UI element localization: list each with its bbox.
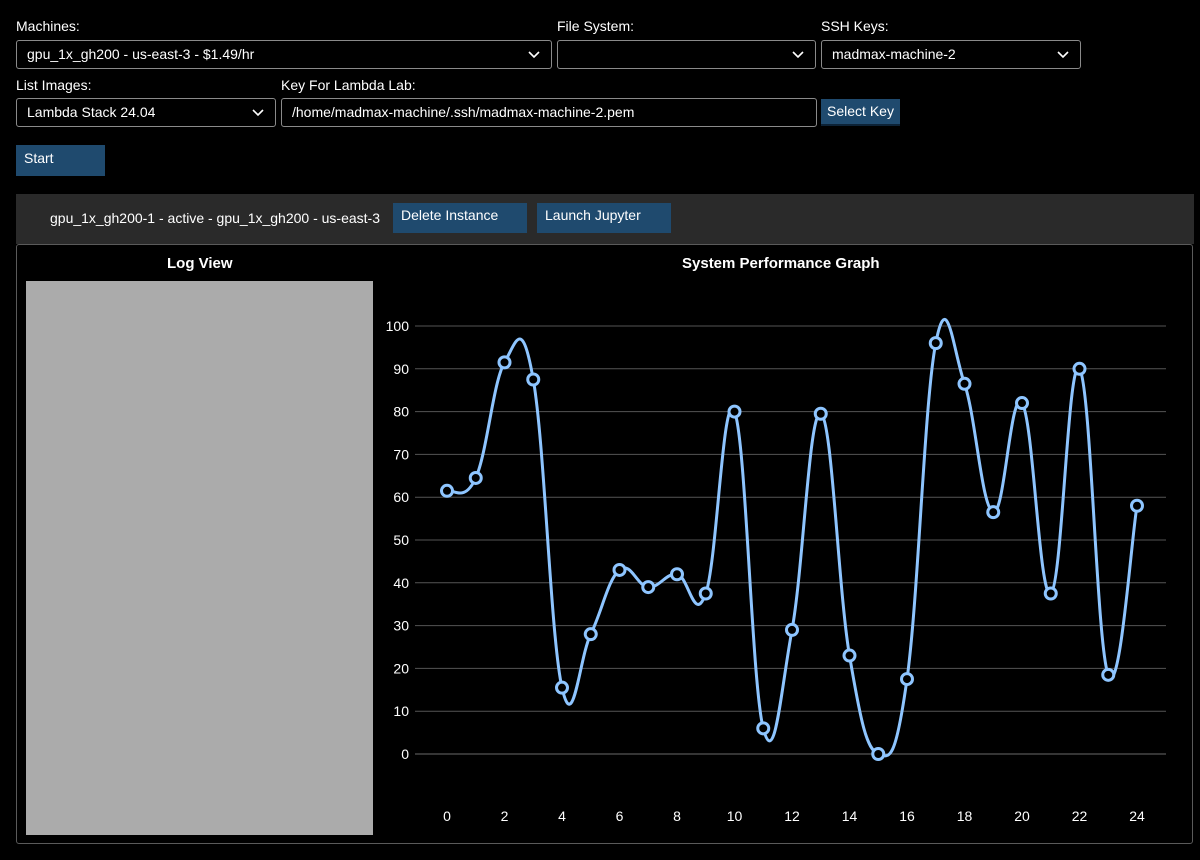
data-point[interactable]	[900, 672, 914, 687]
data-point[interactable]	[756, 721, 771, 736]
machines-label: Machines:	[16, 18, 80, 34]
chevron-down-icon	[252, 109, 264, 117]
ssh-keys-label: SSH Keys:	[821, 18, 889, 34]
ssh-keys-select[interactable]: madmax-machine-2	[821, 40, 1081, 69]
data-point[interactable]	[583, 627, 598, 642]
data-point[interactable]	[468, 470, 483, 485]
y-tick-label: 70	[393, 446, 409, 462]
x-tick-label: 10	[727, 808, 743, 824]
instance-bar: gpu_1x_gh200-1 - active - gpu_1x_gh200 -…	[16, 194, 1194, 244]
data-point[interactable]	[1015, 396, 1029, 411]
data-point[interactable]	[871, 747, 886, 761]
select-key-button[interactable]: Select Key	[821, 99, 900, 124]
data-point[interactable]	[842, 648, 857, 663]
series-line	[446, 318, 1139, 758]
data-point[interactable]	[813, 406, 828, 421]
y-tick-label: 100	[386, 318, 410, 334]
file-system-select[interactable]	[557, 40, 816, 69]
machines-select-value: gpu_1x_gh200 - us-east-3 - $1.49/hr	[27, 46, 255, 62]
start-button[interactable]: Start	[16, 145, 105, 176]
data-point[interactable]	[440, 483, 454, 498]
x-tick-label: 24	[1129, 808, 1145, 824]
log-view-title: Log View	[167, 255, 233, 272]
chevron-down-icon	[528, 51, 540, 59]
list-images-label: List Images:	[16, 77, 92, 93]
list-images-select-value: Lambda Stack 24.04	[27, 104, 156, 120]
x-tick-label: 14	[842, 808, 858, 824]
data-point[interactable]	[727, 404, 742, 419]
y-tick-label: 10	[393, 703, 409, 719]
x-tick-label: 16	[899, 808, 915, 824]
key-for-lambda-lab-label: Key For Lambda Lab:	[281, 77, 416, 93]
delete-instance-button[interactable]: Delete Instance	[393, 203, 527, 233]
y-tick-label: 30	[393, 618, 409, 634]
x-tick-label: 20	[1014, 808, 1030, 824]
data-point[interactable]	[698, 586, 713, 601]
y-tick-label: 40	[393, 575, 409, 591]
file-system-label: File System:	[557, 18, 635, 34]
x-tick-label: 0	[443, 808, 451, 824]
x-tick-label: 18	[957, 808, 973, 824]
data-point[interactable]	[1101, 667, 1116, 682]
data-point[interactable]	[785, 622, 799, 637]
data-point[interactable]	[612, 562, 627, 577]
y-tick-label: 80	[393, 404, 409, 420]
x-tick-label: 2	[501, 808, 509, 824]
x-tick-label: 4	[558, 808, 566, 824]
data-point[interactable]	[670, 567, 684, 582]
data-point[interactable]	[1043, 586, 1058, 601]
data-point[interactable]	[526, 372, 541, 387]
data-point[interactable]	[1072, 361, 1087, 376]
ssh-keys-select-value: madmax-machine-2	[832, 46, 956, 62]
log-view-area[interactable]	[26, 281, 373, 835]
x-tick-label: 8	[673, 808, 681, 824]
data-point[interactable]	[555, 680, 569, 695]
y-tick-label: 20	[393, 660, 409, 676]
y-tick-label: 0	[401, 746, 409, 762]
chart-title: System Performance Graph	[682, 255, 880, 272]
main-panel: Log View System Performance Graph 0 10 20 3…	[16, 244, 1193, 844]
instance-status-text: gpu_1x_gh200-1 - active - gpu_1x_gh200 -…	[50, 210, 380, 226]
y-tick-label: 60	[393, 489, 409, 505]
launch-jupyter-button[interactable]: Launch Jupyter	[537, 203, 671, 233]
data-point[interactable]	[957, 376, 972, 391]
data-point[interactable]	[928, 336, 943, 351]
chevron-down-icon	[792, 51, 804, 59]
x-tick-label: 6	[616, 808, 624, 824]
key-path-input[interactable]: /home/madmax-machine/.ssh/madmax-machine…	[281, 98, 817, 127]
list-images-select[interactable]: Lambda Stack 24.04	[16, 98, 276, 127]
x-tick-label: 12	[784, 808, 800, 824]
data-point[interactable]	[1130, 498, 1144, 513]
data-point[interactable]	[641, 580, 656, 595]
chevron-down-icon	[1057, 51, 1069, 59]
data-point[interactable]	[986, 505, 1001, 520]
key-path-input-value: /home/madmax-machine/.ssh/madmax-machine…	[292, 104, 635, 120]
y-tick-label: 90	[393, 361, 409, 377]
data-point[interactable]	[497, 355, 512, 370]
y-tick-label: 50	[393, 532, 409, 548]
machines-select[interactable]: gpu_1x_gh200 - us-east-3 - $1.49/hr	[16, 40, 552, 69]
x-tick-label: 22	[1072, 808, 1088, 824]
